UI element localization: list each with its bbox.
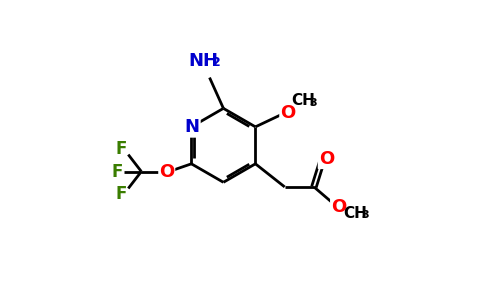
Text: O: O bbox=[159, 163, 174, 181]
Text: 3: 3 bbox=[361, 210, 369, 220]
Text: O: O bbox=[280, 104, 295, 122]
Text: O: O bbox=[331, 198, 346, 216]
Text: F: F bbox=[116, 140, 127, 158]
Text: N: N bbox=[184, 118, 199, 136]
Text: F: F bbox=[112, 163, 123, 181]
Text: F: F bbox=[116, 185, 127, 203]
Text: CH: CH bbox=[343, 206, 367, 220]
Text: NH: NH bbox=[188, 52, 218, 70]
Text: O: O bbox=[318, 150, 334, 168]
Text: 3: 3 bbox=[309, 98, 317, 108]
Text: 2: 2 bbox=[212, 56, 221, 69]
Text: CH: CH bbox=[291, 93, 315, 108]
